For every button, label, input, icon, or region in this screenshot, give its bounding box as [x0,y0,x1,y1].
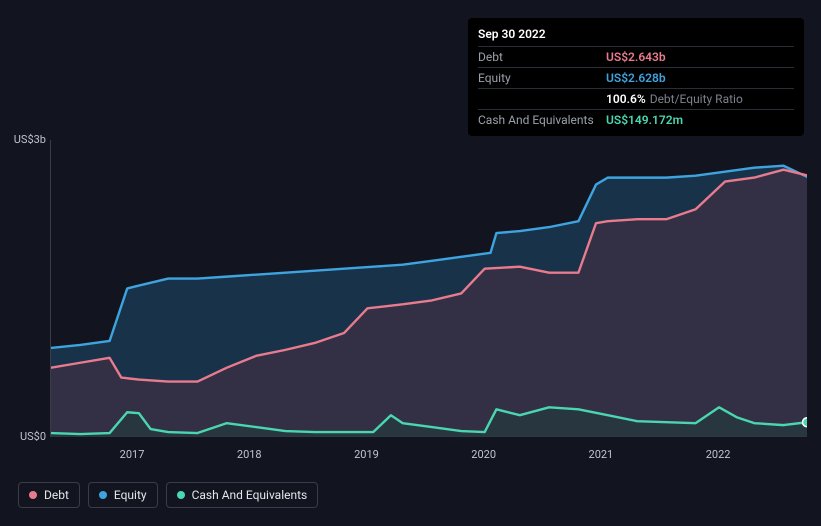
tooltip-row-value: US$2.643b [606,50,666,64]
tooltip-row: 100.6% Debt/Equity Ratio [478,88,794,109]
legend-color-icon [29,491,37,499]
x-axis-label: 2021 [589,448,614,461]
legend-color-icon [177,491,185,499]
x-axis-label: 2019 [354,448,379,461]
tooltip-row-extra: Debt/Equity Ratio [650,92,743,106]
x-axis-label: 2020 [471,448,496,461]
tooltip-date: Sep 30 2022 [478,24,794,46]
tooltip-row: Cash And EquivalentsUS$149.172m [478,109,794,130]
legend-label: Debt [44,488,69,502]
data-tooltip: Sep 30 2022 DebtUS$2.643bEquityUS$2.628b… [468,18,804,136]
tooltip-row-value: US$2.628b [606,71,666,85]
x-axis-labels: 2017 2018 2019 2020 2021 2022 [50,448,806,466]
y-axis-label: US$0 [12,430,46,443]
tooltip-row: EquityUS$2.628b [478,67,794,88]
tooltip-row-label: Debt [478,50,606,64]
legend-label: Equity [114,488,147,502]
legend-label: Cash And Equivalents [192,488,308,502]
tooltip-row: DebtUS$2.643b [478,46,794,67]
legend-item[interactable]: Cash And Equivalents [166,482,319,508]
legend-item[interactable]: Equity [88,482,158,508]
x-axis-label: 2017 [120,448,145,461]
legend: Debt Equity Cash And Equivalents [18,482,318,508]
x-axis-label: 2018 [237,448,262,461]
tooltip-row-label [478,92,606,106]
y-axis-label: US$3b [12,133,46,146]
legend-item[interactable]: Debt [18,482,80,508]
tooltip-row-label: Equity [478,71,606,85]
x-axis-label: 2022 [706,448,731,461]
tooltip-row-value: US$149.172m [606,113,683,127]
legend-color-icon [99,491,107,499]
tooltip-row-value: 100.6% [606,92,646,106]
tooltip-row-label: Cash And Equivalents [478,113,606,127]
hover-marker-icon [803,418,808,427]
plot-area[interactable] [50,140,806,437]
